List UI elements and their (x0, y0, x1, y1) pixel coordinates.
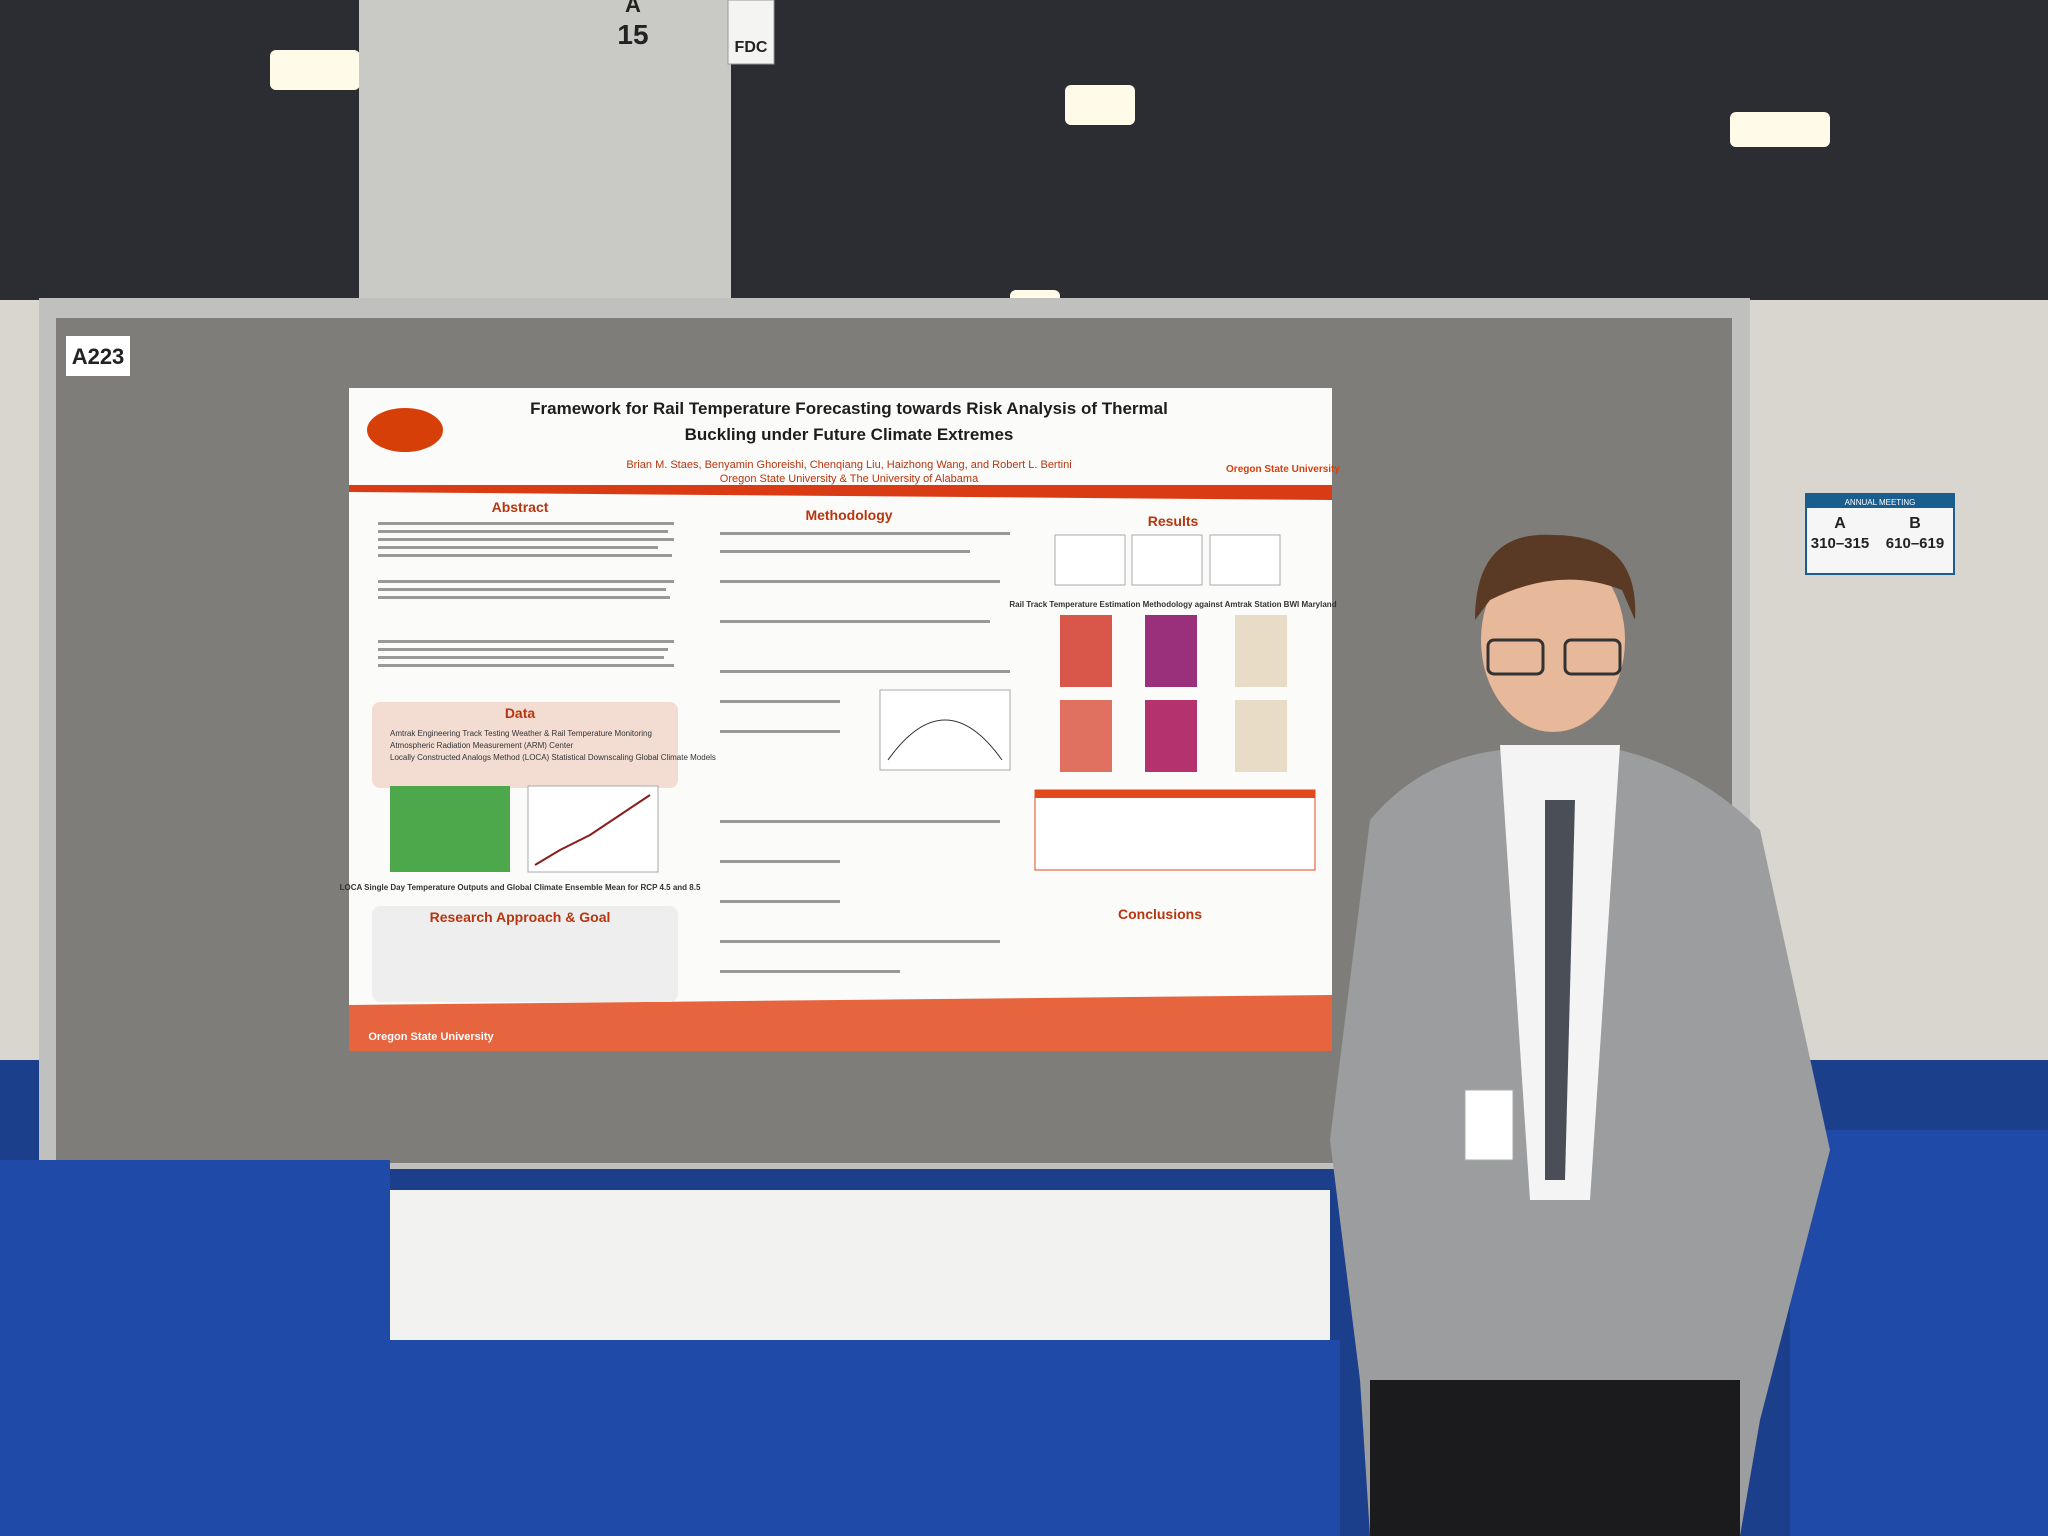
poster-header-band (349, 485, 1332, 500)
results-table-header (1035, 790, 1315, 798)
pillar (359, 0, 731, 300)
data-plot (527, 785, 659, 873)
section-data: Data (505, 705, 536, 721)
left-skirt (0, 1160, 390, 1536)
section-results: Results (1148, 513, 1199, 529)
data-caption: LOCA Single Day Temperature Outputs and … (340, 883, 701, 892)
logo-right: Oregon State University (1226, 464, 1340, 475)
method-plot-line (887, 719, 1003, 761)
logo-bottom: Oregon State University (368, 1031, 494, 1043)
pillar-tag: FDC (735, 39, 768, 56)
pillar-aisle: A (625, 0, 641, 17)
aisle-sign-header-bar (1806, 494, 1954, 508)
data-bullet: Locally Constructed Analogs Method (LOCA… (390, 753, 716, 762)
table-top (300, 1190, 1330, 1345)
results-scatter (1054, 534, 1281, 586)
person (1330, 534, 1830, 1536)
method-plot (879, 689, 1011, 771)
section-approach: Research Approach & Goal (430, 909, 611, 925)
abstract-text (378, 522, 674, 667)
data-bullet: Atmospheric Radiation Measurement (ARM) … (390, 741, 574, 750)
data-box (372, 702, 678, 788)
pillar-tag-box (727, 0, 775, 65)
data-bullet: Amtrak Engineering Track Testing Weather… (390, 729, 652, 738)
pillar-number: 15 (617, 19, 648, 50)
poster-footer-band (349, 995, 1332, 1051)
poster-authors: Brian M. Staes, Benyamin Ghoreishi, Chen… (626, 459, 1071, 471)
booth-label-box (66, 336, 130, 376)
poster-title-2: Buckling under Future Climate Extremes (685, 425, 1014, 444)
poster-affiliation: Oregon State University & The University… (720, 473, 979, 485)
results-maps (1060, 615, 1287, 772)
data-plot-line (534, 794, 651, 866)
poster-title-1: Framework for Rail Temperature Forecasti… (530, 399, 1168, 418)
results-table (1034, 789, 1316, 871)
data-map (390, 786, 510, 872)
aisle-left-range: 310–315 (1811, 535, 1869, 552)
right-skirt (1790, 1130, 2048, 1536)
results-caption: Rail Track Temperature Estimation Method… (1009, 600, 1336, 609)
booth-label: A223 (72, 344, 125, 369)
approach-box (372, 906, 678, 1002)
beaver-logo (367, 408, 443, 452)
aisle-right-letter: B (1909, 515, 1921, 532)
section-conclusions: Conclusions (1118, 906, 1202, 922)
aisle-left-letter: A (1834, 515, 1846, 532)
table-skirt (300, 1340, 1340, 1536)
section-methodology: Methodology (805, 507, 892, 523)
aisle-right-range: 610–619 (1886, 535, 1944, 552)
methodology-text (720, 532, 1010, 973)
aisle-sign-header: ANNUAL MEETING (1845, 498, 1916, 507)
section-abstract: Abstract (492, 499, 549, 515)
